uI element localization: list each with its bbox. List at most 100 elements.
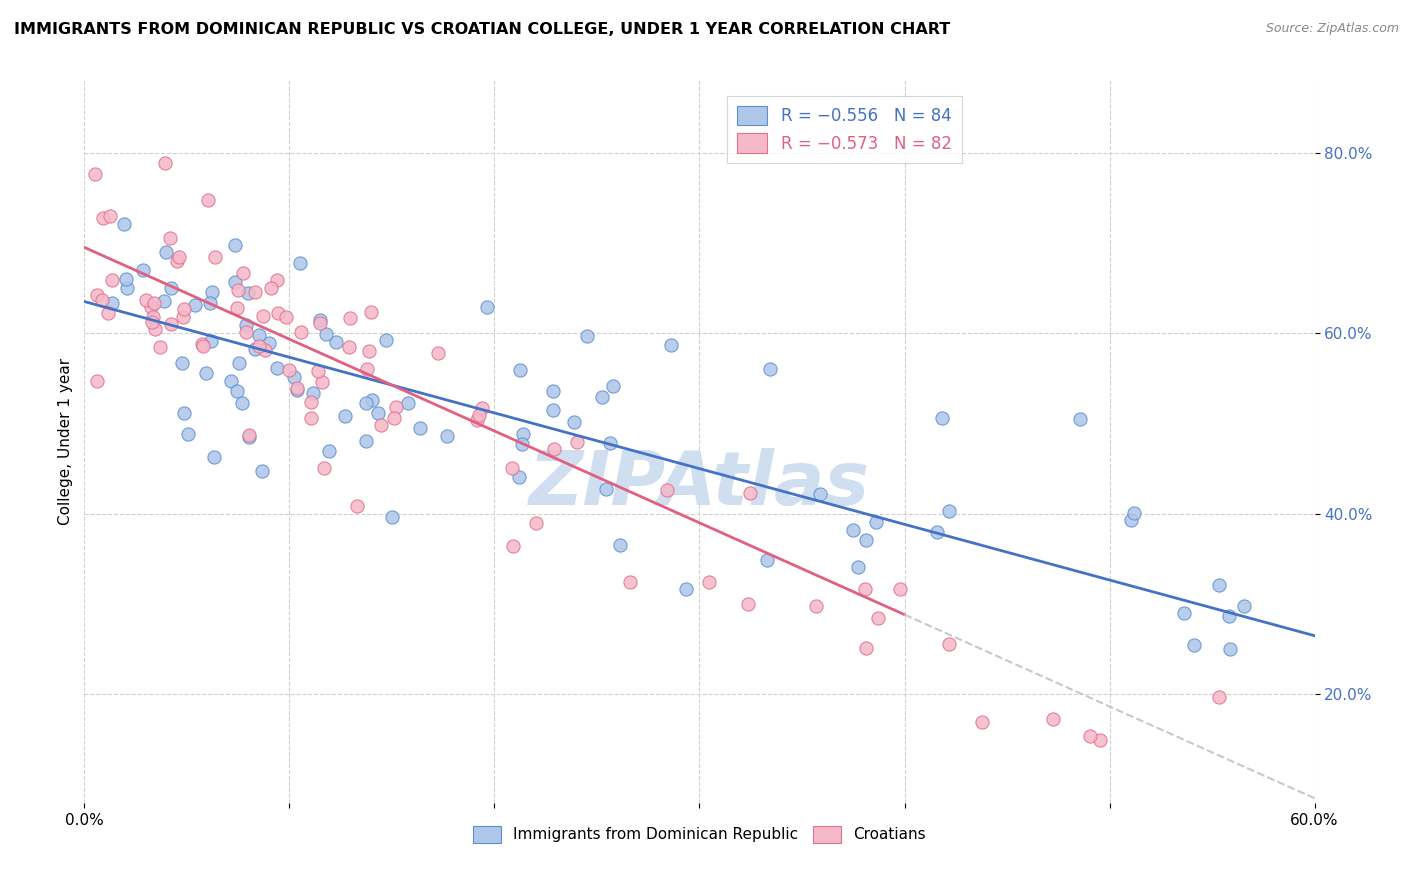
Point [238, 428, 260, 442]
Point [101, 296, 124, 310]
Point [346, 499, 368, 513]
Point [866, 611, 889, 625]
Point [855, 533, 877, 548]
Point [98, 209, 121, 223]
Point [509, 363, 531, 377]
Point [153, 156, 176, 170]
Point [619, 574, 641, 589]
Point [475, 300, 498, 314]
Point [1069, 412, 1091, 426]
Point [142, 310, 165, 324]
Point [1173, 607, 1195, 621]
Point [382, 411, 405, 425]
Point [335, 409, 357, 424]
Point [510, 436, 533, 450]
Text: ZIPAtlas: ZIPAtlas [529, 449, 870, 522]
Point [267, 306, 290, 320]
Point [543, 442, 565, 457]
Point [202, 450, 225, 465]
Point [112, 218, 135, 232]
Point [970, 714, 993, 729]
Point [846, 560, 869, 574]
Point [325, 334, 347, 349]
Point [143, 322, 166, 336]
Point [502, 539, 524, 553]
Point [808, 487, 831, 501]
Point [299, 411, 322, 425]
Point [855, 641, 877, 656]
Point [659, 337, 682, 351]
Point [381, 510, 404, 524]
Point [204, 250, 226, 264]
Legend: Immigrants from Dominican Republic, Croatians: Immigrants from Dominican Republic, Croa… [467, 820, 932, 849]
Point [427, 346, 450, 360]
Point [602, 379, 624, 393]
Point [354, 434, 377, 448]
Point [1042, 712, 1064, 726]
Point [318, 444, 340, 458]
Point [737, 597, 759, 611]
Point [889, 582, 911, 596]
Point [86, 374, 108, 388]
Point [301, 385, 323, 400]
Point [149, 340, 172, 354]
Point [249, 327, 271, 342]
Point [143, 296, 166, 310]
Point [655, 483, 678, 497]
Point [842, 523, 865, 537]
Point [1078, 729, 1101, 743]
Point [755, 553, 778, 567]
Point [354, 395, 377, 409]
Text: IMMIGRANTS FROM DOMINICAN REPUBLIC VS CROATIAN COLLEGE, UNDER 1 YEAR CORRELATION: IMMIGRANTS FROM DOMINICAN REPUBLIC VS CR… [14, 22, 950, 37]
Point [197, 193, 219, 207]
Point [567, 434, 589, 449]
Point [931, 411, 953, 425]
Point [1119, 514, 1142, 528]
Point [191, 338, 214, 352]
Point [360, 304, 382, 318]
Point [512, 427, 534, 442]
Point [1208, 578, 1230, 592]
Point [288, 256, 311, 270]
Point [184, 298, 207, 312]
Point [201, 285, 224, 299]
Point [166, 254, 188, 268]
Point [309, 317, 332, 331]
Point [285, 384, 308, 398]
Point [115, 281, 138, 295]
Point [283, 370, 305, 384]
Point [238, 286, 260, 301]
Point [1208, 690, 1230, 705]
Point [276, 310, 298, 325]
Point [141, 315, 163, 329]
Point [361, 392, 384, 407]
Point [1088, 732, 1111, 747]
Point [253, 343, 276, 358]
Point [173, 302, 195, 317]
Point [198, 295, 221, 310]
Point [91, 211, 114, 225]
Point [238, 430, 260, 444]
Point [468, 408, 491, 422]
Point [225, 384, 247, 398]
Point [396, 395, 419, 409]
Point [938, 504, 960, 518]
Point [312, 460, 335, 475]
Point [758, 362, 780, 376]
Point [311, 375, 333, 389]
Point [226, 301, 249, 316]
Point [243, 285, 266, 299]
Point [159, 231, 181, 245]
Point [219, 374, 242, 388]
Point [501, 460, 523, 475]
Point [853, 582, 876, 596]
Point [252, 310, 274, 324]
Point [101, 273, 124, 287]
Point [266, 273, 288, 287]
Point [740, 486, 762, 500]
Point [97, 305, 120, 319]
Point [1233, 599, 1256, 613]
Point [339, 311, 361, 326]
Point [576, 329, 599, 343]
Point [135, 293, 157, 308]
